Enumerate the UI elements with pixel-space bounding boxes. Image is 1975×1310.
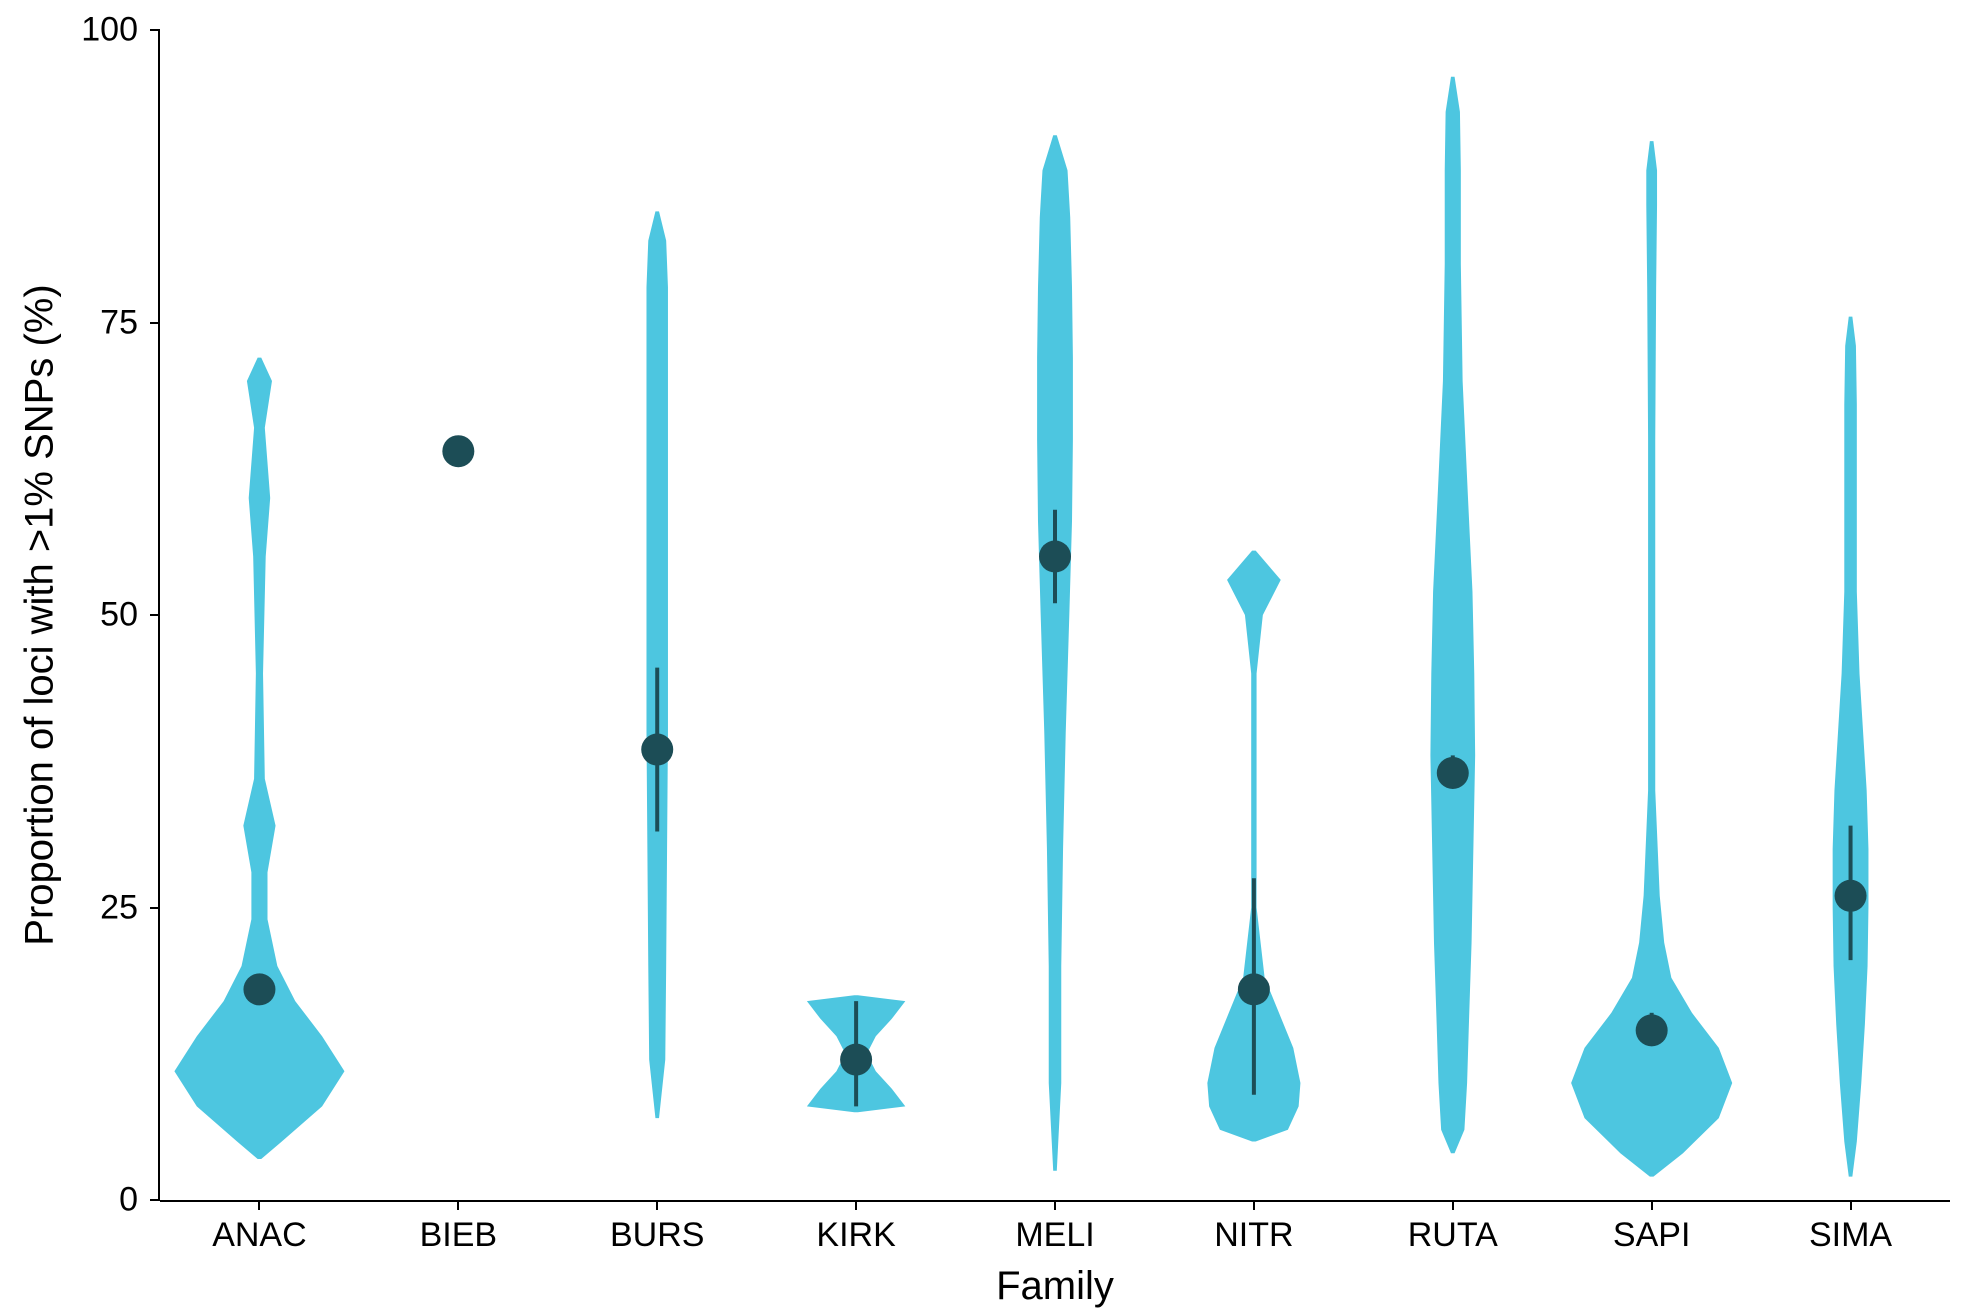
mean-point-meli [1039, 541, 1071, 573]
x-tick-label: NITR [1214, 1216, 1293, 1255]
x-tick-label: KIRK [816, 1216, 895, 1255]
x-tick-label: MELI [1015, 1216, 1094, 1255]
mean-point-sima [1835, 880, 1867, 912]
x-tick [457, 1200, 459, 1210]
mean-point-bieb [442, 435, 474, 467]
x-tick-label: ANAC [212, 1216, 306, 1255]
plot-svg [0, 0, 1975, 1310]
x-tick [1651, 1200, 1653, 1210]
y-tick [150, 907, 160, 909]
x-tick [1850, 1200, 1852, 1210]
mean-point-sapi [1636, 1014, 1668, 1046]
y-tick-label: 100 [0, 11, 138, 50]
x-tick [855, 1200, 857, 1210]
violin-sima [1833, 317, 1869, 1177]
x-tick-label: SIMA [1809, 1216, 1892, 1255]
violin-meli [1037, 135, 1073, 1170]
y-tick [150, 614, 160, 616]
x-tick-label: BURS [610, 1216, 704, 1255]
x-tick-label: BIEB [420, 1216, 497, 1255]
x-axis-title: Family [996, 1264, 1114, 1309]
x-tick [1054, 1200, 1056, 1210]
y-tick [150, 322, 160, 324]
y-tick [150, 1199, 160, 1201]
violin-burs [646, 211, 667, 1118]
violin-ruta [1430, 77, 1475, 1153]
y-axis-title: Proportion of loci with >1% SNPs (%) [18, 284, 63, 945]
x-tick [258, 1200, 260, 1210]
x-tick [1452, 1200, 1454, 1210]
y-tick [150, 29, 160, 31]
y-tick-label: 0 [0, 1181, 138, 1220]
mean-point-ruta [1437, 757, 1469, 789]
x-tick [656, 1200, 658, 1210]
x-tick [1253, 1200, 1255, 1210]
x-tick-label: SAPI [1613, 1216, 1690, 1255]
mean-point-anac [243, 973, 275, 1005]
mean-point-burs [641, 734, 673, 766]
violin-anac [174, 358, 344, 1159]
mean-point-kirk [840, 1044, 872, 1076]
x-tick-label: RUTA [1408, 1216, 1498, 1255]
violin-chart: 0255075100ANACBIEBBURSKIRKMELINITRRUTASA… [0, 0, 1975, 1310]
mean-point-nitr [1238, 973, 1270, 1005]
